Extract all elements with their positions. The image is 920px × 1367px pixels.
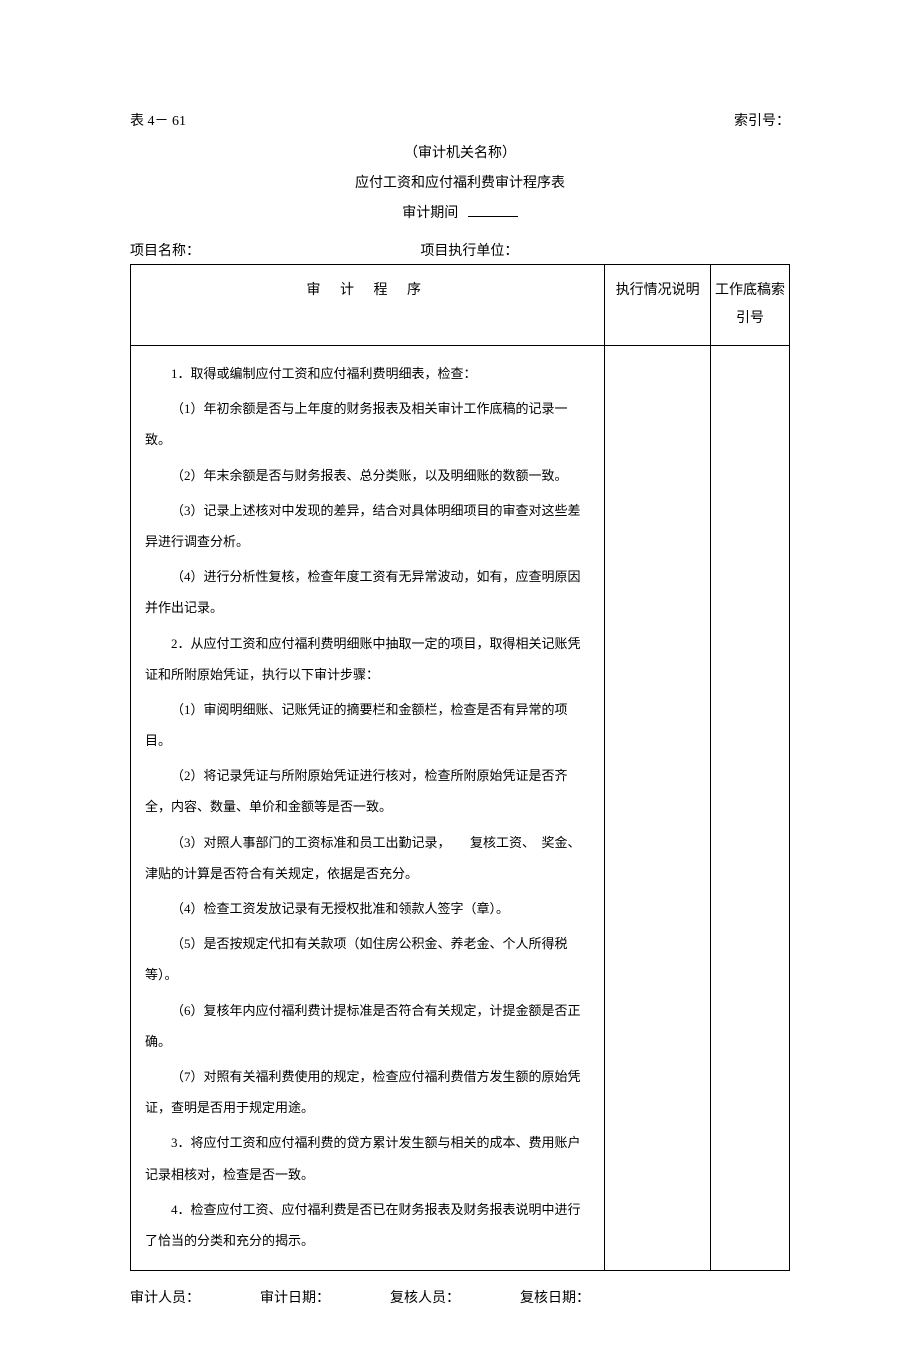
col-workpaper: 工作底稿索引号 xyxy=(710,265,789,346)
col-execution: 执行情况说明 xyxy=(605,265,710,346)
procedure-item: （5）是否按规定代扣有关款项（如住房公积金、养老金、个人所得税等）。 xyxy=(145,928,590,990)
reviewer-label: 复核人员： xyxy=(390,1287,460,1307)
doc-title: 应付工资和应付福利费审计程序表 xyxy=(355,176,565,191)
procedure-item: （4）进行分析性复核，检查年度工资有无异常波动，如有，应查明原因并作出记录。 xyxy=(145,561,590,623)
procedure-item: （3）记录上述核对中发现的差异，结合对具体明细项目的审查对这些差异进行调查分析。 xyxy=(145,495,590,557)
procedure-item: 4．检查应付工资、应付福利费是否已在财务报表及财务报表说明中进行了恰当的分类和充… xyxy=(145,1194,590,1256)
procedure-item: （1）审阅明细账、记账凭证的摘要栏和金额栏，检查是否有异常的项目。 xyxy=(145,694,590,756)
audit-date-label: 审计日期： xyxy=(260,1287,330,1307)
table-number: 表 4－ 61 xyxy=(130,110,186,130)
project-unit-label: 项目执行单位： xyxy=(420,240,790,260)
org-name: （审计机关名称） xyxy=(404,146,516,161)
execution-content xyxy=(605,346,710,1271)
procedure-item: 2．从应付工资和应付福利费明细账中抽取一定的项目，取得相关记账凭证和所附原始凭证… xyxy=(145,628,590,690)
procedure-content: 1．取得或编制应付工资和应付福利费明细表，检查： （1）年初余额是否与上年度的财务… xyxy=(131,346,605,1271)
procedure-item: （3）对照人事部门的工资标准和员工出勤记录， 复核工资、 奖金、津贴的计算是否符… xyxy=(145,827,590,889)
auditor-label: 审计人员： xyxy=(130,1287,200,1307)
index-label: 索引号： xyxy=(734,110,790,130)
project-name-label: 项目名称： xyxy=(130,240,420,260)
audit-period-label: 审计期间 xyxy=(402,206,458,221)
procedure-item: （2）年末余额是否与财务报表、总分类账，以及明细账的数额一致。 xyxy=(145,460,590,491)
procedure-item: （2）将记录凭证与所附原始凭证进行核对，检查所附原始凭证是否齐全，内容、数量、单… xyxy=(145,760,590,822)
procedure-item: 1．取得或编制应付工资和应付福利费明细表，检查： xyxy=(145,358,590,389)
procedure-item: （1）年初余额是否与上年度的财务报表及相关审计工作底稿的记录一致。 xyxy=(145,393,590,455)
procedure-item: （6）复核年内应付福利费计提标准是否符合有关规定，计提金额是否正确。 xyxy=(145,995,590,1057)
review-date-label: 复核日期： xyxy=(520,1287,590,1307)
audit-table: 审 计 程 序 执行情况说明 工作底稿索引号 1．取得或编制应付工资和应付福利费… xyxy=(130,264,790,1271)
procedure-item: 3．将应付工资和应付福利费的贷方累计发生额与相关的成本、费用账户记录相核对，检查… xyxy=(145,1127,590,1189)
workpaper-content xyxy=(710,346,789,1271)
procedure-item: （7）对照有关福利费使用的规定，检查应付福利费借方发生额的原始凭证，查明是否用于… xyxy=(145,1061,590,1123)
procedure-item: （4）检查工资发放记录有无授权批准和领款人签字（章）。 xyxy=(145,893,590,924)
col-procedure: 审 计 程 序 xyxy=(131,265,605,346)
audit-period-value xyxy=(468,216,518,217)
